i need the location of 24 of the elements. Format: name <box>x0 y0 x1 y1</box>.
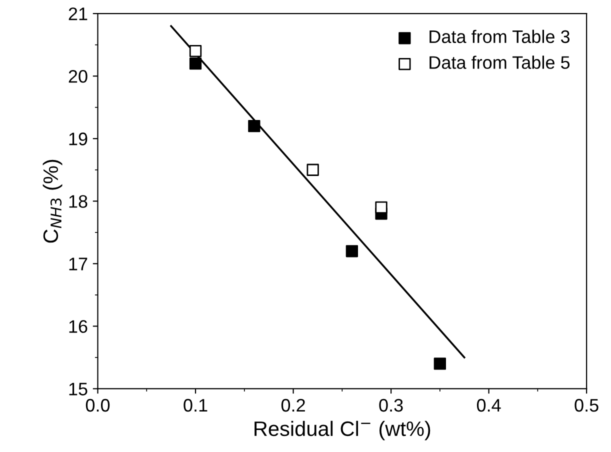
y-tick-label: 17 <box>69 258 88 270</box>
y-tick-label: 16 <box>69 320 88 333</box>
x-tick-label: 0.1 <box>184 398 208 412</box>
y-tick-label: 20 <box>68 70 88 83</box>
point <box>306 164 319 176</box>
point <box>189 45 202 58</box>
point <box>375 201 388 214</box>
y-tick-label: 15 <box>69 382 88 396</box>
y-axis-title: C$_{NH3}$ (%) <box>42 160 62 243</box>
x-tick-label: 0.4 <box>476 398 501 412</box>
point <box>248 120 260 132</box>
x-tick-label: 0.0 <box>86 398 110 412</box>
x-tick-label: 0.3 <box>379 398 403 412</box>
x-tick-label: 0.5 <box>574 398 598 412</box>
legend-label: Data from Table 3 <box>430 30 570 44</box>
point <box>434 358 446 370</box>
point <box>346 245 358 258</box>
y-tick-label: 19 <box>69 132 88 146</box>
x-axis-title: Residual Cl$^{−}$ (wt%) <box>254 420 430 440</box>
x-tick-label: 0.2 <box>281 398 305 412</box>
y-tick-label: 21 <box>68 7 88 20</box>
y-tick-label: 18 <box>69 195 88 208</box>
point <box>189 58 202 70</box>
legend-label: Data from Table 5 <box>430 56 570 69</box>
